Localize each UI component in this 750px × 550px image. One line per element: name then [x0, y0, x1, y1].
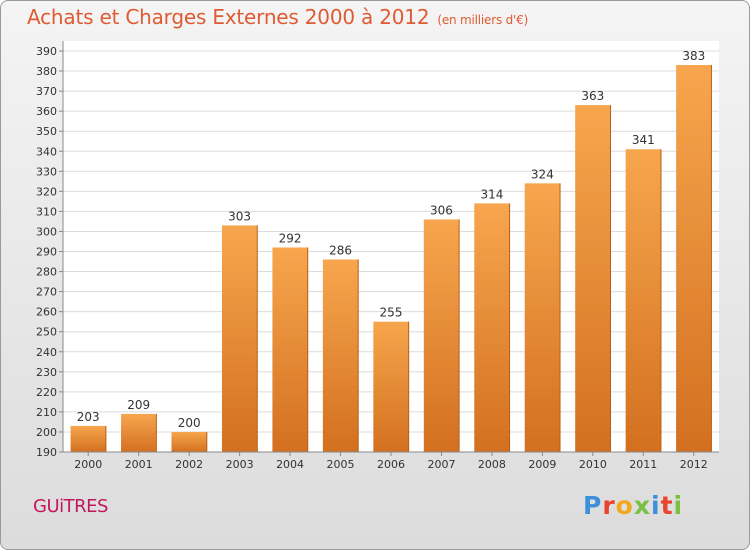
bar-2002 [171, 431, 207, 452]
data-label: 286 [329, 244, 352, 258]
x-tick-label: 2008 [478, 458, 506, 471]
y-tick-label: 390 [36, 45, 57, 58]
x-tick-label: 2004 [276, 458, 304, 471]
bar-2010 [575, 105, 611, 452]
proxiti-logo[interactable]: Proxiti [583, 491, 683, 520]
data-label: 363 [581, 89, 604, 103]
bar-2012 [676, 65, 712, 452]
y-tick-label: 290 [36, 246, 57, 259]
data-label: 306 [430, 203, 453, 217]
brand-letter: r [602, 491, 616, 520]
bars [70, 65, 712, 452]
chart-title-text: Achats et Charges Externes 2000 à 2012 [27, 5, 430, 29]
x-axis: 2000 2001 2002 2003 2004 2005 2006 2007 2008 2009… [63, 451, 719, 471]
y-tick-label: 220 [36, 386, 57, 399]
y-tick-label: 350 [36, 125, 57, 138]
y-tick-label: 360 [36, 105, 57, 118]
y-axis: 190 200 210 220 230 240 250 260 270 280 290 300 310 3… [36, 41, 64, 459]
x-tick-label: 2001 [125, 458, 153, 471]
y-tick-label: 240 [36, 346, 57, 359]
bar-2000 [70, 425, 106, 452]
y-tick-label: 270 [36, 286, 57, 299]
brand-letter: x [633, 491, 651, 520]
bar-2008 [474, 203, 510, 452]
y-tick-label: 210 [36, 406, 57, 419]
data-label: 314 [480, 187, 503, 201]
y-tick-label: 230 [36, 366, 57, 379]
x-tick-label: 2010 [579, 458, 607, 471]
data-label: 383 [682, 49, 705, 63]
x-tick-label: 2006 [377, 458, 405, 471]
y-tick-label: 200 [36, 426, 57, 439]
brand-letter: P [583, 491, 603, 520]
data-label: 324 [531, 167, 554, 181]
city-name: GUiTRES [33, 496, 108, 517]
y-tick-label: 330 [36, 165, 57, 178]
brand-letter: t [660, 491, 674, 520]
x-tick-label: 2000 [74, 458, 102, 471]
y-tick-label: 310 [36, 205, 57, 218]
x-tick-label: 2012 [680, 458, 708, 471]
brand-letter: i [673, 491, 684, 520]
data-label: 200 [178, 416, 201, 430]
y-tick-label: 250 [36, 326, 57, 339]
chart-title: Achats et Charges Externes 2000 à 2012 (e… [27, 5, 528, 29]
bar-2011 [625, 149, 661, 452]
bar-2006 [373, 321, 409, 452]
y-tick-label: 340 [36, 145, 57, 158]
y-tick-label: 190 [36, 446, 57, 459]
brand-letter: o [615, 491, 634, 520]
y-tick-label: 380 [36, 65, 57, 78]
data-label: 209 [127, 398, 150, 412]
x-tick-label: 2009 [528, 458, 556, 471]
bar-2005 [322, 259, 359, 452]
x-tick-label: 2007 [427, 458, 455, 471]
data-label: 292 [279, 231, 302, 245]
bar-2007 [423, 219, 460, 452]
bar-2009 [524, 183, 561, 452]
y-tick-label: 370 [36, 85, 57, 98]
x-tick-label: 2002 [175, 458, 203, 471]
bar-2004 [272, 247, 308, 452]
x-tick-label: 2005 [327, 458, 355, 471]
x-tick-label: 2003 [226, 458, 254, 471]
brand-letter: i [651, 491, 661, 520]
data-label: 255 [380, 306, 403, 320]
data-label: 303 [228, 209, 251, 223]
bar-2003 [221, 225, 258, 452]
x-tick-label: 2011 [629, 458, 657, 471]
y-tick-label: 300 [36, 225, 57, 238]
data-label: 341 [632, 133, 655, 147]
y-tick-label: 260 [36, 306, 57, 319]
y-tick-label: 280 [36, 266, 57, 279]
chart-subtitle: (en milliers d'€) [437, 13, 529, 27]
bar-2001 [121, 413, 157, 452]
data-labels: 203 209 200 303 292 286 255 306 314 324 363 341 383 [77, 49, 705, 430]
data-label: 203 [77, 410, 100, 424]
y-tick-label: 320 [36, 185, 57, 198]
